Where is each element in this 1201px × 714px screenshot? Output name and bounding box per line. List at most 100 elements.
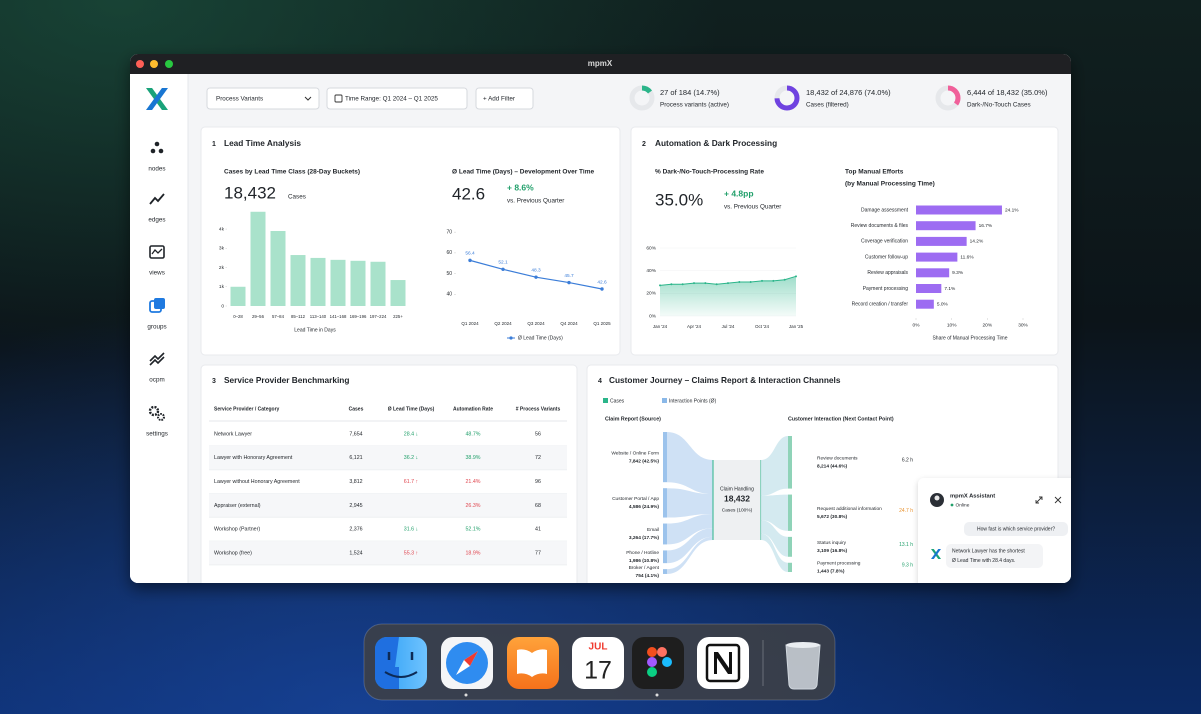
target-name: Status inquiry: [817, 540, 847, 546]
variant-select[interactable]: [206, 87, 320, 110]
title-bar: [130, 54, 1071, 74]
nav-label[interactable]: edges: [148, 217, 165, 224]
target-name: Review documents: [817, 456, 858, 462]
x-tick-label: 0%: [913, 322, 921, 328]
nav-label[interactable]: groups: [147, 324, 166, 331]
table-cell: 18.9%: [465, 550, 480, 556]
trash-icon[interactable]: [785, 644, 821, 690]
chart-title: % Dark-/No-Touch-Processing Rate: [655, 169, 764, 176]
figma-icon[interactable]: [632, 637, 684, 689]
change: + 4.8pp: [724, 188, 754, 198]
line-point: [468, 258, 472, 263]
table-cell: 77: [535, 550, 541, 556]
headline: 42.6: [452, 184, 485, 203]
flow: [667, 513, 713, 545]
bar: [916, 221, 976, 231]
table-cell: 68: [535, 503, 541, 509]
nav-label[interactable]: ocpm: [149, 377, 164, 384]
nav-icon: [157, 413, 165, 421]
change: + 8.6%: [507, 182, 534, 192]
bar: [916, 284, 942, 293]
calendar-icon[interactable]: [572, 637, 624, 689]
books-glyph: [517, 649, 547, 677]
interaction-hours: 13.1 h: [899, 542, 913, 548]
table-header: Automation Rate: [453, 406, 493, 412]
nav-icon: [149, 193, 165, 205]
window-control[interactable]: [165, 60, 173, 68]
table-cell: Network Lawyer: [214, 431, 252, 437]
y-tick-label: 0%: [649, 313, 657, 319]
running-indicator: [655, 693, 659, 697]
line-point: [501, 267, 505, 271]
logo: [146, 88, 168, 110]
interaction-hours: 24.7 h: [899, 508, 913, 514]
close-button[interactable]: [1054, 496, 1062, 504]
table-row-bg: [209, 493, 567, 518]
nav-label[interactable]: views: [149, 270, 165, 277]
time-range-select[interactable]: [326, 87, 468, 110]
table-cell: 31.6 ↓: [404, 527, 418, 533]
flow: [761, 520, 788, 557]
y-tick-label: 50: [446, 271, 452, 277]
panel: [200, 126, 621, 356]
interaction-hours: 6.2 h: [902, 458, 913, 464]
figma-shape: [647, 647, 657, 657]
panel-title: Lead Time Analysis: [224, 138, 301, 148]
x-tick-label: Jul '24: [722, 324, 735, 329]
table-header: Ø Lead Time (Days): [388, 406, 435, 412]
bar: [330, 259, 346, 306]
x-tick-label: Apr '24: [687, 324, 702, 329]
add-filter-button[interactable]: [475, 87, 534, 110]
assistant-status: Online: [956, 502, 970, 508]
area-point: [727, 282, 729, 285]
area-point: [749, 281, 752, 283]
data-label: 52.1: [498, 260, 508, 266]
x-axis-title: Share of Manual Processing Time: [932, 335, 1007, 341]
source-node: [663, 550, 667, 564]
legend-label: Interaction Points (Ø): [669, 398, 717, 404]
area-point: [761, 279, 763, 282]
area: [660, 276, 796, 316]
data-label: 24.1%: [1005, 207, 1019, 213]
x-tick-label: Oct '24: [755, 324, 770, 329]
running-indicator: [464, 693, 468, 697]
target-node: [788, 494, 792, 531]
bar: [916, 236, 967, 246]
window-control[interactable]: [136, 60, 144, 68]
flow: [667, 432, 713, 495]
expand-button[interactable]: [1035, 496, 1043, 504]
nav-label[interactable]: nodes: [148, 166, 165, 173]
bar: [290, 255, 306, 306]
assistant-avatar-head: [934, 495, 940, 501]
table-cell: Lawyer without Honorary Agreement: [214, 479, 300, 485]
table-cell: 6,121: [349, 455, 362, 461]
area-point: [772, 279, 775, 282]
source-name: Broker / Agent: [629, 565, 660, 571]
bar: [350, 260, 366, 306]
panel-number: 2: [642, 141, 646, 148]
x-tick-label: 10%: [947, 322, 957, 328]
flow: [667, 488, 713, 518]
source-node: [663, 569, 667, 574]
nav-icon: [149, 352, 165, 362]
flow: [761, 533, 788, 573]
user-bubble: [964, 522, 1068, 536]
source-value: 3,264 (17.7%): [629, 535, 660, 541]
add-filter-button-label: + Add Filter: [483, 96, 515, 103]
window-control[interactable]: [150, 60, 158, 68]
nav-label[interactable]: settings: [146, 431, 168, 438]
kpi-donut: [774, 85, 800, 111]
y-tick-label: 40: [446, 292, 452, 298]
category-label: Review appraisals: [867, 270, 908, 276]
line-point: [567, 280, 571, 285]
bar: [916, 252, 958, 262]
table-cell: 7,654: [349, 431, 362, 437]
source-name: Email: [647, 527, 659, 533]
line-point: [600, 287, 604, 291]
calendar-day: 17: [584, 657, 612, 685]
panel: [630, 126, 1059, 356]
x-tick-label: Jan '24: [653, 324, 668, 329]
table-header: Cases: [349, 406, 364, 412]
bar: [916, 268, 950, 278]
source-node: [663, 523, 667, 545]
